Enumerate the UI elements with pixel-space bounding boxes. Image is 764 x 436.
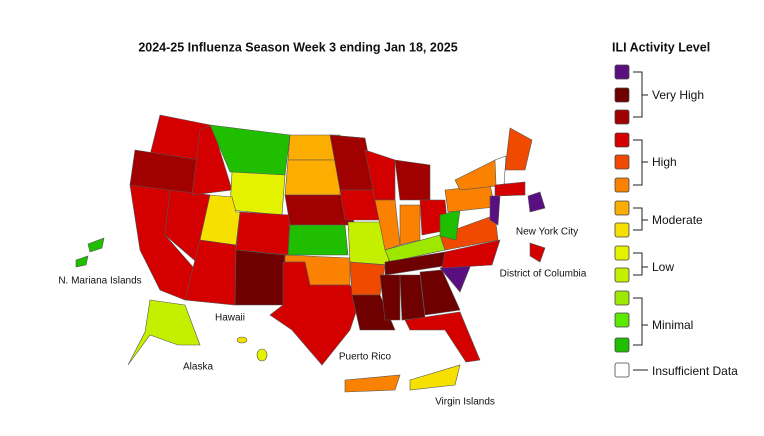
state	[527, 191, 546, 213]
state	[284, 159, 341, 196]
territory	[75, 255, 89, 268]
legend-label: High	[652, 155, 677, 169]
territory	[409, 364, 461, 391]
state	[404, 311, 481, 363]
legend-swatch	[614, 222, 630, 238]
legend-swatch	[614, 177, 630, 193]
state	[399, 204, 421, 246]
state	[229, 171, 286, 216]
region-label: N. Mariana Islands	[58, 276, 141, 287]
territory	[127, 299, 201, 366]
legend: ILI Activity Level Very High High Modera…	[612, 40, 738, 378]
legend-label: Very High	[652, 88, 704, 102]
legend-swatch	[614, 312, 630, 328]
region-label: Puerto Rico	[339, 352, 392, 363]
state	[441, 239, 501, 269]
region-label: Hawaii	[215, 313, 245, 324]
us-map	[75, 114, 546, 393]
legend-label: Minimal	[652, 318, 693, 332]
state	[504, 127, 533, 171]
state	[489, 195, 501, 226]
region-label: District of Columbia	[500, 269, 587, 280]
territory	[344, 374, 401, 393]
region-label: Alaska	[183, 362, 213, 373]
legend-label: Low	[652, 260, 674, 274]
state	[494, 181, 526, 197]
state	[439, 214, 499, 251]
legend-swatch	[614, 87, 630, 103]
territory	[256, 348, 268, 362]
state	[394, 159, 431, 201]
territory	[87, 237, 105, 253]
legend-bracket	[633, 252, 648, 276]
state	[349, 261, 386, 296]
state	[419, 269, 461, 316]
legend-swatch	[614, 132, 630, 148]
region-label: Virgin Islands	[435, 397, 495, 408]
legend-swatch	[614, 245, 630, 261]
legend-swatch	[614, 267, 630, 283]
legend-bracket	[633, 71, 648, 118]
map-title: 2024-25 Influenza Season Week 3 ending J…	[138, 40, 457, 54]
legend-swatch	[614, 200, 630, 216]
legend-swatch	[614, 64, 630, 80]
state	[269, 261, 361, 366]
state	[494, 155, 507, 186]
legend-label: Moderate	[652, 213, 703, 227]
state	[235, 211, 291, 256]
legend-swatch	[614, 154, 630, 170]
legend-swatch	[614, 337, 630, 353]
state	[351, 294, 396, 331]
region-label: New York City	[516, 227, 578, 238]
state	[234, 249, 286, 306]
legend-swatch	[614, 290, 630, 306]
state	[529, 242, 546, 263]
legend-swatch	[614, 362, 630, 378]
legend-bracket	[633, 297, 648, 346]
legend-swatch	[614, 109, 630, 125]
state	[379, 274, 401, 321]
legend-bracket	[633, 207, 648, 231]
state	[287, 224, 349, 256]
legend-title: ILI Activity Level	[612, 40, 710, 54]
legend-bracket	[633, 139, 648, 186]
territory	[236, 336, 248, 344]
legend-label: Insufficient Data	[652, 364, 738, 378]
